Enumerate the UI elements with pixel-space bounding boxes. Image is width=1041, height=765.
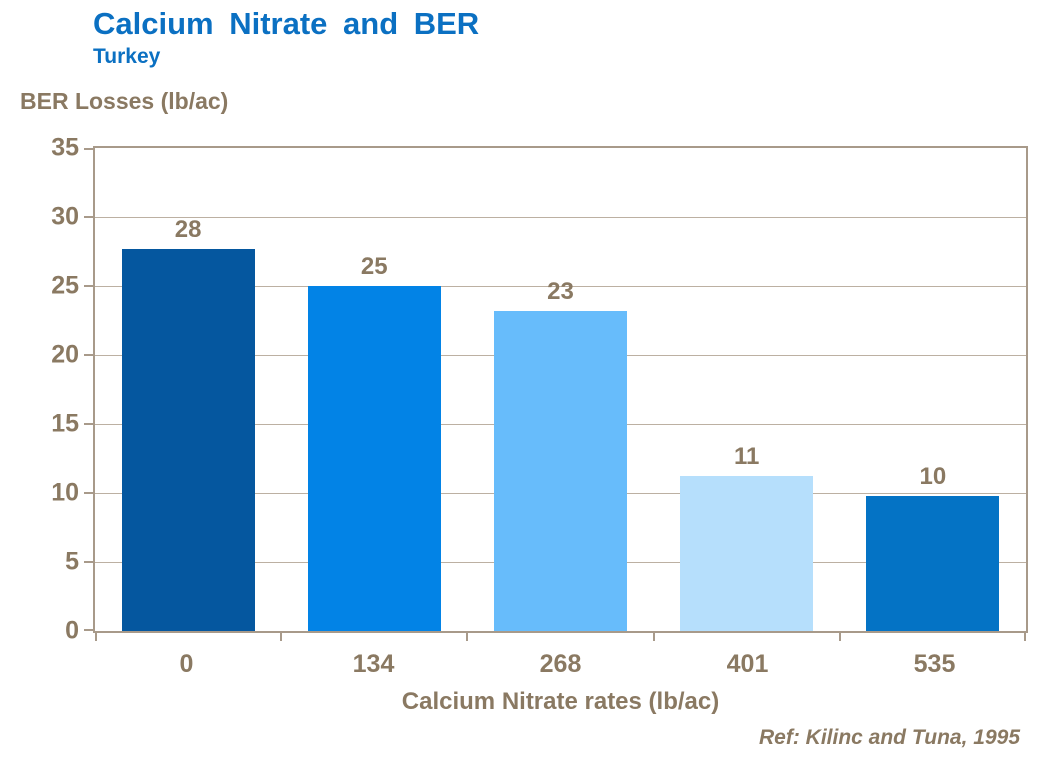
- x-tick-label: 0: [179, 650, 194, 678]
- x-axis-labels: 0 134 268 401 535: [93, 650, 1028, 679]
- bar: [866, 495, 1000, 631]
- y-tick-label: 10: [51, 478, 79, 507]
- x-axis-title: Calcium Nitrate rates (lb/ac): [401, 688, 720, 715]
- x-tick: [652, 633, 655, 641]
- y-tick: [84, 561, 93, 563]
- x-tick-label: 401: [726, 650, 769, 678]
- bar-value-label: 23: [547, 277, 574, 305]
- chart-title: Calcium Nitrate and BER: [93, 6, 480, 41]
- plot-area: 0 5 10 15 20 25 30 35 28 25 23 11 10: [51, 135, 1028, 643]
- y-tick: [84, 216, 93, 218]
- bar-value-label: 28: [174, 215, 202, 243]
- y-tick: [84, 629, 93, 631]
- y-tick-label: 25: [51, 271, 79, 300]
- y-tick: [84, 148, 93, 150]
- bar-value-label: 25: [360, 253, 388, 280]
- y-axis-title: BER Losses (lb/ac): [20, 88, 229, 114]
- y-tick: [84, 492, 93, 494]
- y-tick: [84, 285, 93, 287]
- x-tick-label: 535: [913, 650, 956, 678]
- x-tick: [838, 633, 841, 641]
- reference-note: Ref: Kilinc and Tuna, 1995: [758, 726, 1020, 749]
- y-tick-label: 30: [51, 202, 79, 231]
- bar-value-label: 10: [919, 462, 947, 490]
- bar: [494, 310, 627, 631]
- y-tick: [84, 423, 93, 425]
- y-tick: [84, 354, 93, 356]
- bar: [307, 286, 441, 631]
- x-tick: [466, 633, 469, 641]
- y-tick-label: 20: [51, 340, 79, 369]
- gridline: [95, 216, 1026, 218]
- y-tick-label: 0: [65, 616, 79, 645]
- bar-value-label: 11: [734, 443, 760, 471]
- y-tick-label: 15: [51, 409, 79, 438]
- y-tick-label: 5: [65, 547, 79, 576]
- x-tick: [1024, 633, 1026, 641]
- x-tick: [280, 633, 283, 641]
- bar: [121, 248, 255, 631]
- y-tick-label: 35: [51, 133, 79, 162]
- x-tick-label: 134: [352, 650, 395, 678]
- gridline: [95, 285, 1026, 287]
- x-tick: [95, 633, 97, 641]
- chart-subtitle: Turkey: [93, 45, 161, 68]
- x-tick-label: 268: [539, 650, 582, 678]
- bar: [680, 476, 814, 631]
